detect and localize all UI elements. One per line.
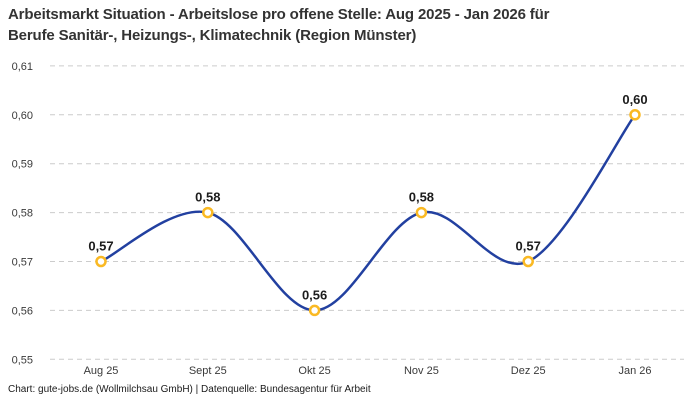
- y-tick-label: 0,55: [12, 354, 33, 366]
- x-tick-label: Aug 25: [84, 365, 119, 377]
- y-tick-label: 0,57: [12, 257, 33, 269]
- data-point[interactable]: [629, 109, 641, 121]
- y-tick-label: 0,60: [12, 110, 33, 122]
- data-point[interactable]: [522, 255, 534, 268]
- chart-title-line2: Berufe Sanitär-, Heizungs-, Klimatechnik…: [8, 27, 417, 44]
- y-tick-label: 0,56: [12, 305, 33, 317]
- chart-title-line1: Arbeitsmarkt Situation - Arbeitslose pro…: [8, 6, 550, 23]
- data-point-label: 0,58: [195, 190, 220, 205]
- chart-title: Arbeitsmarkt Situation - Arbeitslose pro…: [8, 4, 549, 46]
- data-point-label: 0,57: [88, 239, 113, 254]
- data-point-label: 0,57: [516, 239, 541, 254]
- x-tick-label: Okt 25: [298, 365, 330, 377]
- x-tick-label: Sept 25: [189, 365, 227, 377]
- data-point[interactable]: [415, 206, 428, 219]
- y-tick-label: 0,59: [12, 159, 33, 171]
- data-point[interactable]: [308, 304, 321, 317]
- data-point-label: 0,60: [622, 92, 647, 107]
- y-tick-label: 0,61: [12, 61, 33, 73]
- data-point[interactable]: [202, 206, 214, 219]
- data-point[interactable]: [95, 255, 107, 268]
- x-tick-label: Dez 25: [511, 365, 546, 377]
- data-point-label: 0,58: [409, 190, 434, 205]
- x-tick-label: Nov 25: [404, 365, 439, 377]
- x-tick-label: Jan 26: [618, 365, 651, 377]
- y-tick-label: 0,58: [12, 208, 33, 220]
- data-point-label: 0,56: [302, 287, 327, 302]
- chart-footer: Chart: gute-jobs.de (Wollmilchsau GmbH) …: [8, 384, 371, 395]
